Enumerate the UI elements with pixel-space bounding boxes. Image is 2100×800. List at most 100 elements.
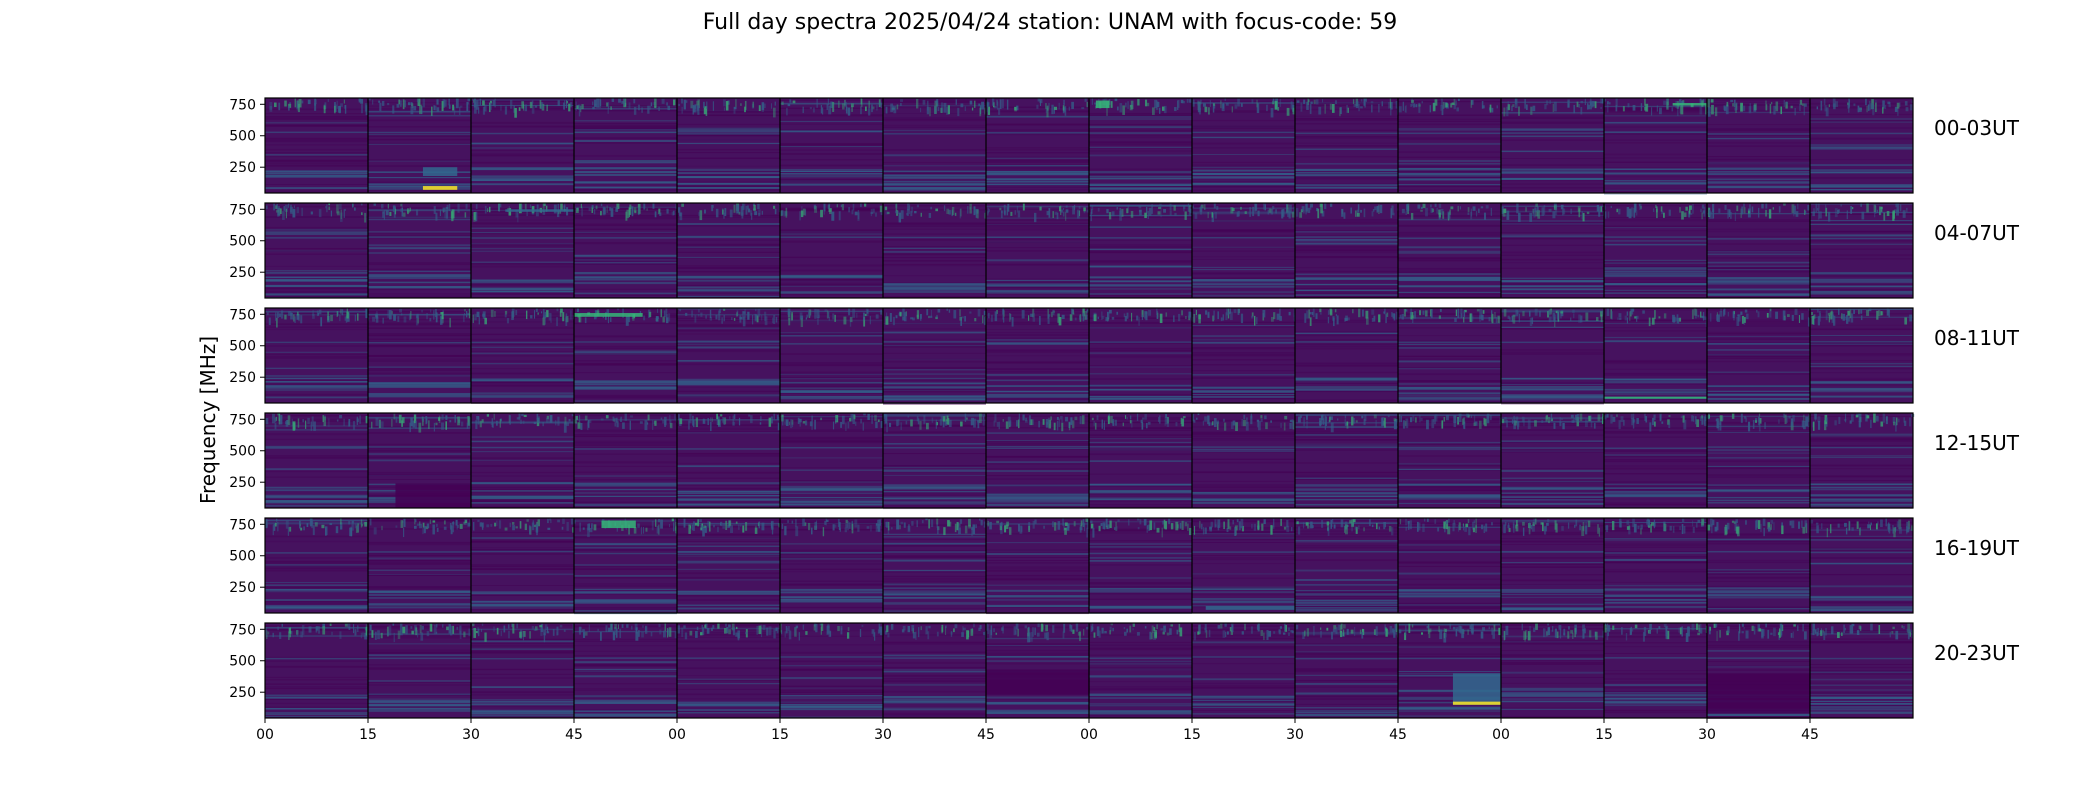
x-tick-label: 30 xyxy=(874,727,892,743)
y-tick-label: 250 xyxy=(229,160,256,176)
y-tick-label: 500 xyxy=(229,339,256,355)
panel-texture xyxy=(883,518,986,612)
panel-texture xyxy=(1398,308,1501,404)
panel-texture xyxy=(677,518,781,610)
spectrum-panel xyxy=(368,518,471,613)
panel-texture xyxy=(1810,518,1914,612)
panel-texture xyxy=(1089,623,1194,717)
y-tick-label: 250 xyxy=(229,685,256,701)
x-tick-label: 00 xyxy=(256,727,274,743)
panel-texture xyxy=(265,98,369,193)
spectrum-panel xyxy=(265,413,368,508)
panel-texture xyxy=(1192,413,1295,504)
row-20-23UT: 250 500 750 20-23UT xyxy=(229,622,2020,719)
spectrum-panel xyxy=(1501,98,1604,193)
panel-texture xyxy=(986,308,1090,403)
panel-texture xyxy=(1295,623,1400,717)
row-frame xyxy=(264,412,1914,509)
panel-texture xyxy=(1501,518,1604,611)
panel-texture xyxy=(368,203,473,298)
row-04-07UT: 250 500 750 04-07UT xyxy=(229,202,2020,299)
y-tick-label: 750 xyxy=(229,517,256,533)
spectrum-panel xyxy=(986,98,1089,193)
x-tick-label: 00 xyxy=(1080,727,1098,743)
panel-texture xyxy=(1089,203,1195,297)
spectrum-panel xyxy=(265,623,368,718)
panel-texture xyxy=(677,308,783,398)
panel-texture xyxy=(574,203,678,297)
spectrum-panel xyxy=(1501,623,1604,718)
panel-texture xyxy=(1604,413,1708,506)
panel-texture xyxy=(1707,518,1810,614)
spectrum-panel xyxy=(780,413,883,508)
spectral-feature xyxy=(1604,396,1707,399)
spectral-feature xyxy=(574,313,643,317)
x-tick-label: 45 xyxy=(1389,727,1407,743)
y-tick-label: 500 xyxy=(229,654,256,670)
spectrum-panel xyxy=(986,308,1089,403)
spectrum-panel xyxy=(1810,308,1913,403)
y-tick-label: 750 xyxy=(229,412,256,428)
spectrum-panel xyxy=(1192,518,1295,613)
y-tick-label: 250 xyxy=(229,580,256,596)
panel-texture xyxy=(1192,98,1295,192)
panel-texture xyxy=(368,98,471,191)
panel-texture xyxy=(1295,203,1401,298)
panel-texture xyxy=(1192,623,1295,715)
spectrum-panel xyxy=(780,308,883,403)
spectrum-panel xyxy=(471,203,574,298)
panel-texture xyxy=(265,518,368,610)
panel-texture xyxy=(265,623,370,718)
spectrum-panel xyxy=(1295,518,1398,613)
panel-texture xyxy=(883,308,988,405)
panel-texture xyxy=(1810,308,1913,398)
x-tick-label: 30 xyxy=(462,727,480,743)
panel-texture xyxy=(1604,623,1708,714)
spectrum-panel xyxy=(883,518,986,613)
y-tick-label: 500 xyxy=(229,234,256,250)
row-08-11UT: 250 500 750 08-11UT xyxy=(229,307,2020,405)
spectrum-panel xyxy=(986,413,1089,508)
spectral-feature xyxy=(1452,701,1501,705)
panel-texture xyxy=(265,308,368,399)
spectral-feature xyxy=(422,186,458,190)
spectrum-panel xyxy=(883,413,986,508)
spectrum-panel xyxy=(574,518,677,613)
spectral-feature xyxy=(1707,673,1810,714)
y-tick-label: 500 xyxy=(229,129,256,145)
row-label: 04-07UT xyxy=(1934,221,2020,245)
panel-texture xyxy=(471,623,575,717)
panel-texture xyxy=(1810,203,1913,296)
spectrum-panel xyxy=(1295,623,1398,718)
spectral-feature xyxy=(986,669,1089,695)
panel-texture xyxy=(677,98,780,191)
x-tick-label: 45 xyxy=(1801,727,1819,743)
panel-texture xyxy=(1501,98,1607,191)
spectrum-panel xyxy=(265,98,368,193)
panel-texture xyxy=(677,413,782,506)
row-label: 12-15UT xyxy=(1934,431,2020,455)
panel-texture xyxy=(1192,518,1295,608)
y-tick-label: 500 xyxy=(229,549,256,565)
panel-texture xyxy=(1604,518,1707,612)
panel-texture xyxy=(1810,623,1914,719)
y-tick-label: 750 xyxy=(229,307,256,323)
y-tick-label: 250 xyxy=(229,265,256,281)
spectrum-panel xyxy=(1707,518,1810,613)
panel-texture xyxy=(1707,203,1810,298)
panel-texture xyxy=(1604,98,1710,195)
panel-texture xyxy=(1398,98,1503,192)
row-label: 16-19UT xyxy=(1934,536,2020,560)
spectrum-panel xyxy=(574,413,677,508)
panel-texture xyxy=(1501,308,1605,405)
spectrum-panel xyxy=(1604,98,1707,193)
panel-texture xyxy=(1501,623,1606,718)
panel-texture xyxy=(574,98,680,191)
panel-texture xyxy=(471,203,574,295)
panel-texture xyxy=(1707,413,1812,504)
panel-texture xyxy=(471,518,577,611)
y-tick-label: 250 xyxy=(229,475,256,491)
panel-texture xyxy=(1707,98,1810,194)
spectrum-panel xyxy=(677,203,780,298)
panel-texture xyxy=(1295,308,1399,402)
